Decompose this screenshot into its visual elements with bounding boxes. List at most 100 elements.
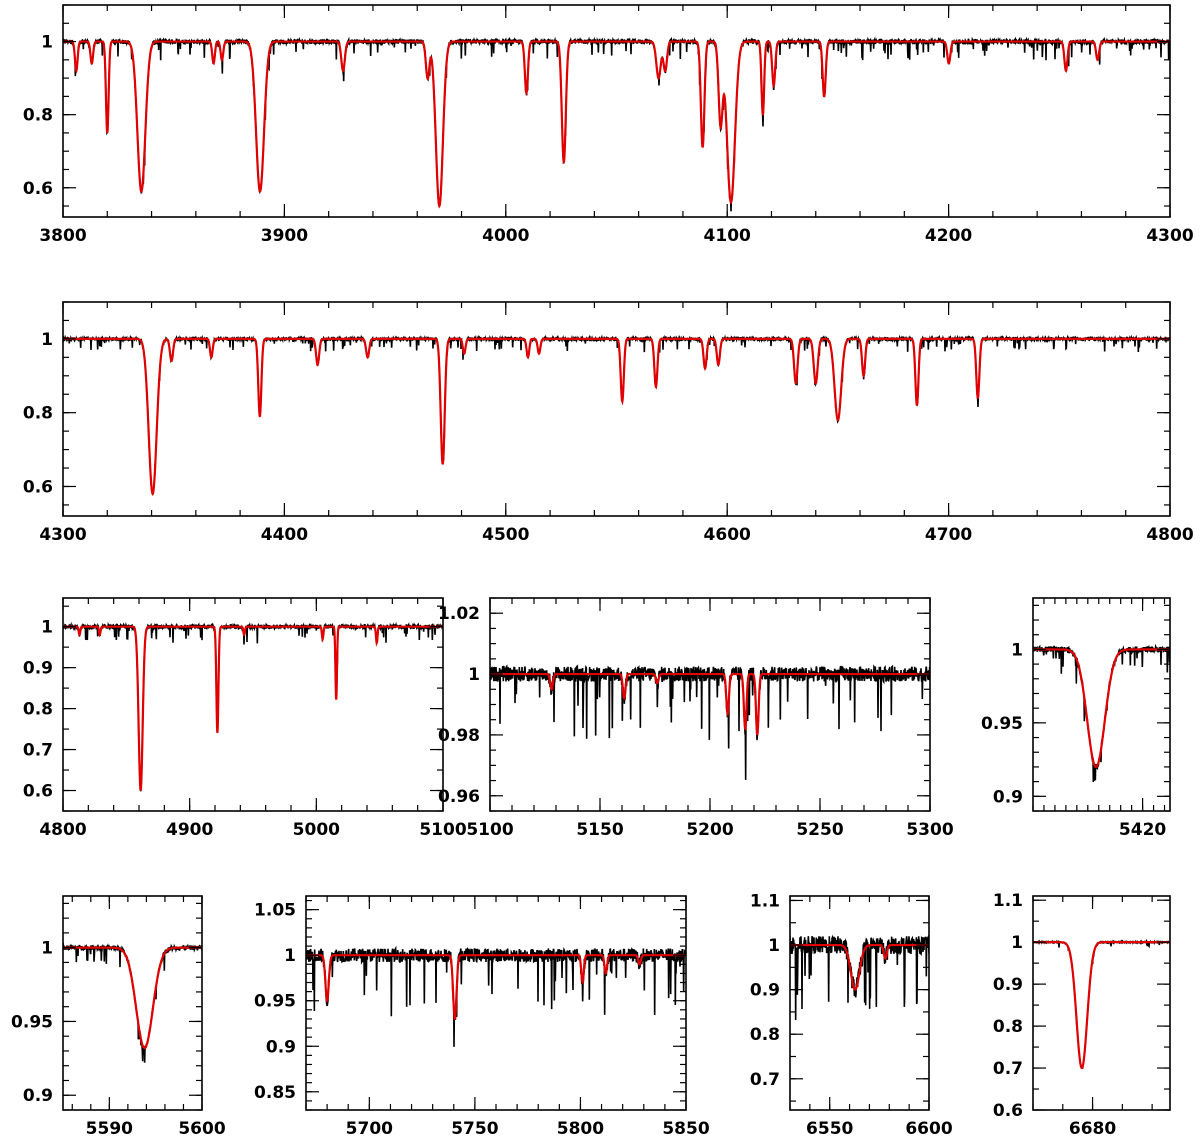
x-tick-label: 4700 xyxy=(925,525,972,545)
x-tick-label: 4800 xyxy=(39,820,86,840)
y-tick-label: 0.8 xyxy=(993,1017,1023,1037)
y-tick-label: 0.7 xyxy=(750,1070,780,1090)
y-tick-label: 1 xyxy=(41,330,53,350)
y-tick-label: 1 xyxy=(284,946,296,966)
y-tick-label: 1.1 xyxy=(993,891,1023,911)
x-tick-label: 5100 xyxy=(466,820,513,840)
x-tick-label: 5800 xyxy=(557,1119,604,1139)
plot-frame xyxy=(1032,597,1171,812)
x-tick-label: 4500 xyxy=(482,525,529,545)
x-tick-label: 6600 xyxy=(905,1119,952,1139)
model-spectrum-line xyxy=(63,946,202,1050)
y-tick-label: 1 xyxy=(41,939,53,959)
y-tick-label: 0.9 xyxy=(993,975,1023,995)
panel-3800-4300: 3800 3900 4000 4100 4200 4300 0.6 0.8 1 xyxy=(23,4,1194,246)
y-tick-label: 0.95 xyxy=(254,992,296,1012)
y-tick-label: 1 xyxy=(41,33,53,53)
y-tick-label: 0.8 xyxy=(23,700,53,720)
x-tick-label: 4100 xyxy=(704,226,751,246)
panel-4800-5100: 4800 4900 5000 5100 0.6 0.7 0.8 0.9 1 xyxy=(23,597,467,840)
y-tick-label: 0.8 xyxy=(23,404,53,424)
y-tick-label: 0.9 xyxy=(23,659,53,679)
y-tick-label: 0.8 xyxy=(750,1025,780,1045)
model-spectrum-line xyxy=(306,954,686,1020)
y-tick-label: 0.6 xyxy=(23,782,53,802)
x-tick-label: 5590 xyxy=(86,1119,133,1139)
plot-frame xyxy=(62,301,1171,517)
plot-frame xyxy=(62,597,444,812)
model-spectrum-line xyxy=(490,672,930,736)
observed-spectrum-line xyxy=(63,621,443,792)
observed-spectrum-line xyxy=(63,334,1170,495)
x-tick-label: 5000 xyxy=(293,820,340,840)
x-tick-label: 4300 xyxy=(1146,226,1193,246)
x-tick-label: 5600 xyxy=(178,1119,225,1139)
y-tick-label: 0.6 xyxy=(23,477,53,497)
model-spectrum-line xyxy=(790,943,929,991)
observed-spectrum-line xyxy=(306,945,686,1047)
x-tick-label: 5750 xyxy=(451,1119,498,1139)
x-tick-label: 3900 xyxy=(261,226,308,246)
observed-spectrum-line xyxy=(1033,643,1170,782)
y-tick-label: 1 xyxy=(768,936,780,956)
plot-frame xyxy=(1032,895,1171,1111)
y-tick-label: 1 xyxy=(1011,933,1023,953)
x-tick-label: 5250 xyxy=(796,820,843,840)
panel-6530-6600: 6550 6600 0.7 0.8 0.9 1 1.1 xyxy=(750,891,953,1139)
y-tick-label: 1.05 xyxy=(254,901,296,921)
model-spectrum-line xyxy=(63,337,1170,496)
y-tick-label: 0.6 xyxy=(23,179,53,199)
observed-spectrum-line xyxy=(63,942,202,1063)
y-tick-label: 0.98 xyxy=(438,726,480,746)
y-tick-label: 0.6 xyxy=(993,1101,1023,1121)
panel-5400-5425: 5420 0.9 0.95 1 xyxy=(981,597,1171,840)
x-tick-label: 5700 xyxy=(346,1119,393,1139)
y-tick-label: 0.7 xyxy=(993,1059,1023,1079)
x-tick-label: 4400 xyxy=(261,525,308,545)
plot-frame xyxy=(62,895,203,1111)
model-spectrum-line xyxy=(1033,648,1170,769)
model-spectrum-line xyxy=(1033,941,1170,1070)
x-tick-label: 4800 xyxy=(1146,525,1193,545)
x-tick-label: 5300 xyxy=(906,820,953,840)
observed-spectrum-line xyxy=(63,36,1170,212)
plot-frame xyxy=(305,895,687,1111)
y-tick-label: 0.9 xyxy=(993,787,1023,807)
panel-6670-6690: 6680 0.6 0.7 0.8 0.9 1 1.1 xyxy=(993,891,1171,1139)
y-tick-label: 0.9 xyxy=(23,1086,53,1106)
x-tick-label: 4600 xyxy=(704,525,751,545)
x-tick-label: 5200 xyxy=(686,820,733,840)
model-spectrum-line xyxy=(63,40,1170,209)
y-tick-label: 1 xyxy=(41,618,53,638)
plot-frame xyxy=(62,4,1171,218)
y-tick-label: 0.9 xyxy=(750,981,780,1001)
x-tick-label: 5850 xyxy=(662,1119,709,1139)
y-tick-label: 1 xyxy=(1011,640,1023,660)
plot-frame xyxy=(789,895,930,1111)
y-tick-label: 0.96 xyxy=(438,787,480,807)
x-tick-label: 6680 xyxy=(1069,1119,1116,1139)
panel-5585-5600: 5590 5600 0.9 0.95 1 xyxy=(11,895,226,1139)
x-tick-label: 3800 xyxy=(39,226,86,246)
panel-4300-4800: 4300 4400 4500 4600 4700 4800 0.6 0.8 1 xyxy=(23,301,1194,545)
x-tick-label: 5420 xyxy=(1119,820,1166,840)
observed-spectrum-line xyxy=(1033,938,1170,1069)
x-tick-label: 4000 xyxy=(482,226,529,246)
x-tick-label: 4200 xyxy=(925,226,972,246)
observed-spectrum-line xyxy=(490,664,930,780)
y-tick-label: 1.02 xyxy=(438,604,480,624)
x-tick-label: 4300 xyxy=(39,525,86,545)
x-tick-label: 4900 xyxy=(166,820,213,840)
y-tick-label: 0.95 xyxy=(11,1012,53,1032)
y-tick-label: 0.8 xyxy=(23,106,53,126)
y-tick-label: 1.1 xyxy=(750,891,780,911)
x-tick-label: 6550 xyxy=(806,1119,853,1139)
y-tick-label: 1 xyxy=(468,665,480,685)
y-tick-label: 0.9 xyxy=(266,1037,296,1057)
panel-5670-5850: 5700 5750 5800 5850 0.85 0.9 0.95 1 1.05 xyxy=(254,895,710,1139)
y-tick-label: 0.7 xyxy=(23,741,53,761)
x-tick-label: 5100 xyxy=(419,820,466,840)
panel-5100-5300: 5100 5150 5200 5250 5300 0.96 0.98 1 1.02 xyxy=(438,597,954,840)
y-tick-label: 0.95 xyxy=(981,714,1023,734)
